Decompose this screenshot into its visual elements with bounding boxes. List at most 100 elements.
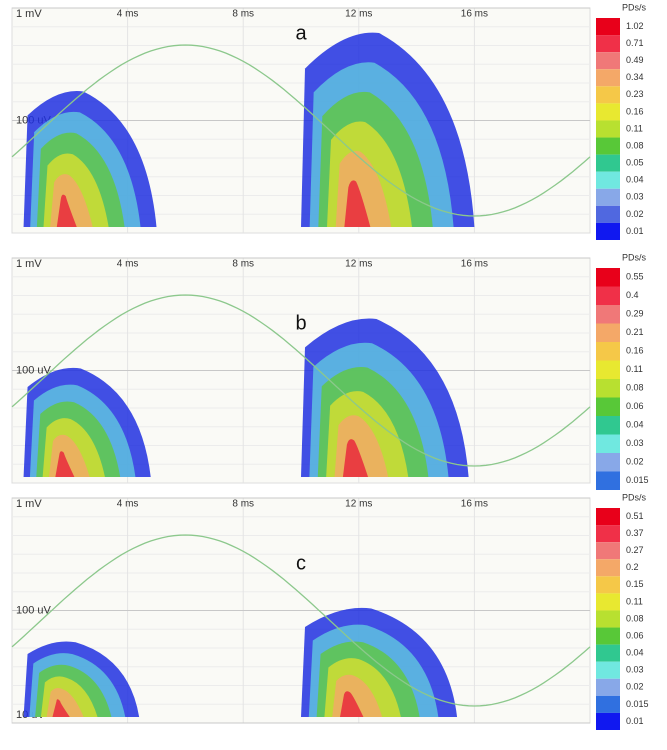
colorbar-swatch [596,205,620,223]
colorbar-label: 0.04 [626,175,644,185]
colorbar-swatch [596,137,620,155]
colorbar-swatch [596,644,620,662]
colorbar-swatch [596,154,620,172]
colorbar-label: 0.01 [626,226,644,236]
colorbar-title: PDs/s [622,492,647,502]
colorbar-swatch [596,360,620,379]
colorbar-title: PDs/s [622,252,647,262]
colorbar-label: 0.11 [626,123,643,133]
colorbar-label: 0.49 [626,55,644,65]
x-tick-label: 8 ms [232,499,254,510]
colorbar-label: 0.11 [626,364,643,374]
colorbar-swatch [596,103,620,121]
panel-label: c [296,552,306,574]
colorbar-swatch [596,305,620,324]
colorbar-swatch [596,286,620,305]
colorbar-label: 0.03 [626,665,644,675]
x-tick-label: 8 ms [232,9,254,20]
y-tick-label: 1 mV [16,8,42,20]
x-tick-label: 4 ms [117,499,139,510]
colorbar-label: 0.23 [626,89,644,99]
colorbar-label: 0.05 [626,158,644,168]
colorbar-label: 0.08 [626,383,644,393]
colorbar-label: 0.37 [626,528,644,538]
colorbar-swatch [596,86,620,104]
colorbar-label: 0.27 [626,545,644,555]
colorbar-swatch [596,120,620,138]
colorbar-label: 1.02 [626,21,644,31]
colorbar-swatch [596,397,620,416]
colorbar-label: 0.55 [626,272,644,282]
x-tick-label: 12 ms [345,499,372,510]
colorbar-title: PDs/s [622,2,647,12]
colorbar-swatch [596,453,620,472]
colorbar-swatch [596,712,620,730]
panel-label: b [295,312,306,334]
colorbar-swatch [596,627,620,645]
colorbar-swatch [596,661,620,679]
colorbar-swatch [596,593,620,611]
colorbar-label: 0.04 [626,648,644,658]
density-cloud [55,451,75,477]
colorbar-label: 0.29 [626,309,644,319]
colorbar-label: 0.08 [626,140,644,150]
colorbar-swatch [596,678,620,696]
colorbar-label: 0.51 [626,511,644,521]
colorbar-swatch [596,695,620,713]
colorbar-label: 0.03 [626,192,644,202]
colorbar-label: 0.015 [626,699,649,709]
colorbar-label: 0.21 [626,327,644,337]
colorbar-swatch [596,268,620,287]
colorbar-label: 0.02 [626,457,644,467]
density-cloud [342,439,369,477]
y-tick-label: 100 uV [16,604,52,616]
colorbar-swatch [596,52,620,70]
colorbar-swatch [596,171,620,189]
colorbar-label: 0.02 [626,682,644,692]
x-tick-label: 12 ms [345,259,372,270]
colorbar-swatch [596,35,620,53]
density-cloud [56,194,77,227]
colorbar-label: 0.08 [626,613,644,623]
colorbar-swatch [596,379,620,398]
colorbar-label: 0.01 [626,716,644,726]
colorbar-label: 0.34 [626,72,644,82]
y-tick-label: 100 uV [16,364,52,376]
x-tick-label: 16 ms [461,9,488,20]
reference-wave [11,44,591,217]
colorbar-label: 0.02 [626,209,644,219]
colorbar-label: 0.11 [626,596,643,606]
colorbar-label: 0.71 [626,38,644,48]
colorbar-swatch [596,610,620,628]
colorbar-swatch [596,342,620,361]
x-tick-label: 8 ms [232,259,254,270]
colorbar-swatch [596,416,620,435]
y-tick-label: 1 mV [16,258,42,270]
colorbar-swatch [596,525,620,543]
x-tick-label: 12 ms [345,9,372,20]
density-cloud [52,699,70,717]
x-tick-label: 4 ms [117,9,139,20]
colorbar-label: 0.04 [626,420,644,430]
density-cloud [340,691,364,717]
colorbar-swatch [596,188,620,206]
reference-wave [11,294,591,467]
colorbar-swatch [596,576,620,594]
colorbar-swatch [596,69,620,87]
colorbar-swatch [596,542,620,560]
colorbar-swatch [596,222,620,240]
colorbar-swatch [596,471,620,490]
colorbar-label: 0.16 [626,106,644,116]
colorbar-swatch [596,323,620,342]
colorbar-label: 0.4 [626,290,639,300]
panel-label: a [295,22,307,44]
colorbar-label: 0.06 [626,630,644,640]
colorbar-label: 0.15 [626,579,644,589]
reference-wave [11,534,591,707]
colorbar-swatch [596,434,620,453]
colorbar-swatch [596,559,620,577]
colorbar-label: 0.015 [626,475,649,485]
colorbar-label: 0.06 [626,401,644,411]
density-cloud [344,180,371,227]
